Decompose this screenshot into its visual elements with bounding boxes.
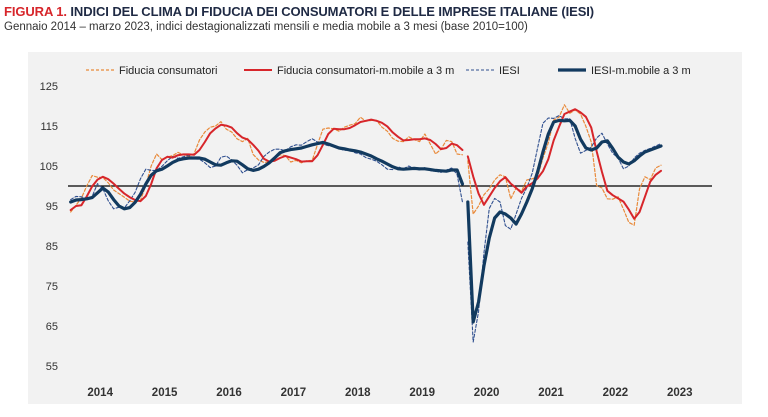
x-tick-label: 2015 (152, 387, 178, 399)
series-line-consumer-ma (69, 108, 663, 220)
x-tick-label: 2019 (409, 387, 435, 399)
y-tick-label: 95 (46, 201, 58, 213)
figure-title: INDICI DEL CLIMA DI FIDUCIA DEI CONSUMAT… (70, 4, 595, 19)
legend-label: IESI (499, 65, 520, 77)
chart-header: FIGURA 1. INDICI DEL CLIMA DI FIDUCIA DE… (4, 4, 764, 33)
x-tick-label: 2014 (87, 387, 113, 399)
y-tick-label: 115 (40, 121, 58, 133)
y-tick-label: 125 (40, 81, 58, 93)
x-tick-label: 2023 (667, 387, 693, 399)
chart-title: FIGURA 1. INDICI DEL CLIMA DI FIDUCIA DE… (4, 4, 764, 19)
x-tick-label: 2018 (345, 387, 371, 399)
legend-label: Fiducia consumatori (119, 65, 217, 77)
series-line-iesi-raw (70, 115, 662, 343)
x-tick-label: 2020 (474, 387, 500, 399)
x-tick-label: 2017 (281, 387, 307, 399)
series-line-iesi-ma (69, 118, 663, 324)
x-tick-label: 2016 (216, 387, 242, 399)
legend-label: IESI-m.mobile a 3 m (591, 65, 691, 77)
y-tick-label: 55 (46, 361, 58, 373)
y-tick-label: 75 (46, 281, 58, 293)
x-tick-label: 2021 (538, 387, 564, 399)
y-tick-label: 65 (46, 321, 58, 333)
y-tick-label: 85 (46, 241, 58, 253)
chart-area: 55 65 75 85 95 105 115 125 2014 2015 2016 2017 2018 2… (28, 52, 742, 404)
line-chart: 55 65 75 85 95 105 115 125 2014 2015 2016 2017 2018 2… (40, 65, 712, 399)
chart-subtitle: Gennaio 2014 – marzo 2023, indici destag… (4, 21, 528, 33)
figure-label: FIGURA 1. (4, 4, 67, 19)
y-tick-label: 105 (40, 161, 58, 173)
x-tick-label: 2022 (603, 387, 629, 399)
legend-label: Fiducia consumatori-m.mobile a 3 m (277, 65, 454, 77)
